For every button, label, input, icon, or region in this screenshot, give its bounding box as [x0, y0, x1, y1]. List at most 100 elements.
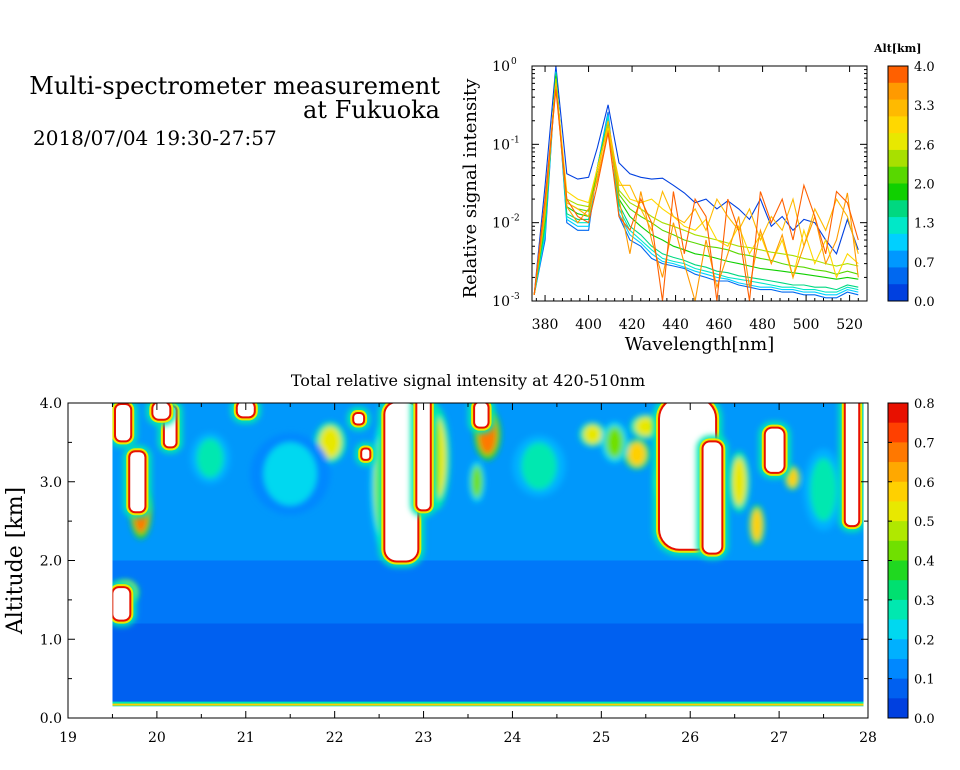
- cloud-saturated-region: [765, 428, 784, 472]
- cloud-saturated-region: [354, 414, 364, 424]
- cloud-saturated-region: [362, 449, 370, 459]
- heatmap-colorbar-segment: [888, 462, 908, 483]
- spectrum-x-tick-label: 380: [532, 317, 559, 333]
- cloud-halo-inner: [415, 403, 432, 512]
- spectrum-x-axis-label: Wavelength[nm]: [625, 334, 775, 355]
- cloud-saturated-region: [116, 404, 131, 441]
- spectrum-lines: [533, 66, 859, 301]
- heatmap-surface-band: [112, 701, 864, 707]
- heatmap-colorbar-tick-label: 0.1: [914, 673, 935, 688]
- heatmap-hotspot: [116, 582, 135, 602]
- heatmap-colorbar-tick-label: 0.5: [914, 515, 935, 530]
- heatmap-hotspot-halo: [468, 461, 485, 503]
- heatmap-colorbar-segment: [888, 501, 908, 522]
- heatmap-hotspot-halo: [579, 422, 606, 447]
- spectrum-series-0: [533, 66, 859, 295]
- spectrum-colorbar-segment: [888, 233, 908, 252]
- heatmap-field: [112, 403, 864, 707]
- spectrum-series-1: [533, 71, 859, 299]
- spectrum-colorbar-tick-label: 0.7: [914, 256, 935, 271]
- cloud-halo-mid: [413, 403, 434, 514]
- spectrum-colorbar-segment: [888, 250, 908, 268]
- spectrum-y-tick-exponent: -2: [511, 214, 520, 224]
- heatmap-x-tick-label: 27: [770, 730, 788, 746]
- spectrum-colorbar-segment: [888, 166, 908, 184]
- spectrum-y-tick-label: 10: [492, 137, 510, 153]
- spectrum-colorbar-segment: [888, 66, 908, 84]
- heatmap-hotspot-halo: [654, 456, 682, 508]
- heatmap-hotspot: [263, 442, 317, 506]
- cloud-halo-mid: [350, 410, 368, 428]
- cloud-halo-outer: [378, 403, 425, 568]
- heatmap-hotspot: [635, 417, 657, 437]
- cloud-halo-outer: [230, 403, 261, 424]
- heatmap-colorbar-segment: [888, 560, 908, 581]
- heatmap-plot-frame: [67, 402, 869, 719]
- spectrum-x-tick-label: 460: [706, 317, 733, 333]
- heatmap-y-tick-label: 4.0: [40, 396, 62, 412]
- heatmap-upper-layer: [112, 403, 864, 561]
- cloud-saturated-region: [845, 403, 859, 526]
- heatmap-y-tick-label: 0.0: [40, 711, 62, 727]
- heatmap-colorbar-segment: [888, 422, 908, 443]
- heatmap-hotspot-halo: [728, 451, 750, 513]
- heatmap-colorbar-segment: [888, 698, 908, 719]
- cloud-halo-outer: [112, 581, 137, 627]
- heatmap-colorbar-segment: [888, 580, 908, 601]
- spectrum-x-tick-label: 420: [619, 317, 646, 333]
- cloud-halo-mid: [841, 403, 863, 530]
- cloud-halo-outer: [468, 403, 495, 434]
- cloud-halo-outer: [838, 403, 864, 533]
- cloud-saturated-region: [660, 403, 716, 549]
- heatmap-hotspot: [428, 418, 446, 498]
- cloud-halo-mid: [160, 403, 180, 451]
- heatmap-y-tick-label: 3.0: [40, 475, 62, 491]
- heatmap-hotspot: [319, 426, 341, 459]
- heatmap-colorbar-segment: [888, 442, 908, 463]
- heatmap-mid-layer: [112, 560, 864, 624]
- spectrum-x-tick-label: 520: [836, 317, 863, 333]
- heatmap-hotspot-halo: [474, 408, 501, 461]
- cloud-halo-mid: [381, 403, 422, 565]
- heatmap-colorbar-segment: [888, 521, 908, 542]
- spectrum-y-tick-label: 10: [492, 216, 510, 232]
- cloud-halo-mid: [656, 403, 720, 553]
- spectrum-colorbar-segment: [888, 217, 908, 235]
- cloud-halo-inner: [383, 403, 420, 563]
- heatmap-hotspot-halo: [190, 432, 231, 484]
- spectrum-colorbar-segment: [888, 133, 908, 151]
- chart-title-line1: Multi-spectrometer measurement: [29, 72, 440, 100]
- spectrum-y-tick-exponent: 0: [511, 57, 517, 67]
- cloud-halo-mid: [761, 424, 788, 476]
- heatmap-colorbar-tick-label: 0.3: [914, 594, 935, 609]
- spectrum-series-10: [533, 86, 859, 301]
- spectrum-series-9: [533, 83, 859, 295]
- cloud-halo-inner: [151, 403, 172, 421]
- cloud-saturated-region: [385, 403, 418, 561]
- cloud-halo-inner: [360, 447, 372, 461]
- heatmap-colorbar-segment: [888, 658, 908, 680]
- spectrum-x-tick-label: 500: [793, 317, 820, 333]
- spectrum-series-2: [533, 71, 859, 296]
- cloud-halo-outer: [112, 403, 138, 448]
- spectrum-y-tick-label: 10: [492, 294, 510, 310]
- heatmap-hotspot: [659, 462, 677, 502]
- cloud-halo-inner: [112, 586, 132, 622]
- cloud-halo-mid: [126, 448, 149, 516]
- heatmap-colorbar-segment: [888, 619, 908, 640]
- heatmap-hotspot-halo: [512, 435, 566, 497]
- heatmap-hotspot-halo: [423, 406, 451, 510]
- cloud-halo-mid: [233, 403, 258, 421]
- spectrum-colorbar-tick-label: 1.3: [914, 217, 935, 232]
- spectrum-colorbar-segment: [888, 82, 908, 101]
- cloud-halo-mid: [149, 403, 174, 423]
- spectrum-colorbar-segment: [888, 284, 908, 302]
- spectrum-x-tick-label: 400: [575, 317, 602, 333]
- cloud-halo-outer: [123, 445, 152, 519]
- heatmap-colorbar-tick-label: 0.6: [914, 476, 935, 491]
- spectrum-colorbar-tick-label: 0.0: [914, 295, 935, 310]
- cloud-halo-mid: [112, 403, 135, 445]
- spectrum-y-axis-label: Relative signal intensity: [460, 78, 481, 299]
- heatmap-background: [112, 403, 864, 707]
